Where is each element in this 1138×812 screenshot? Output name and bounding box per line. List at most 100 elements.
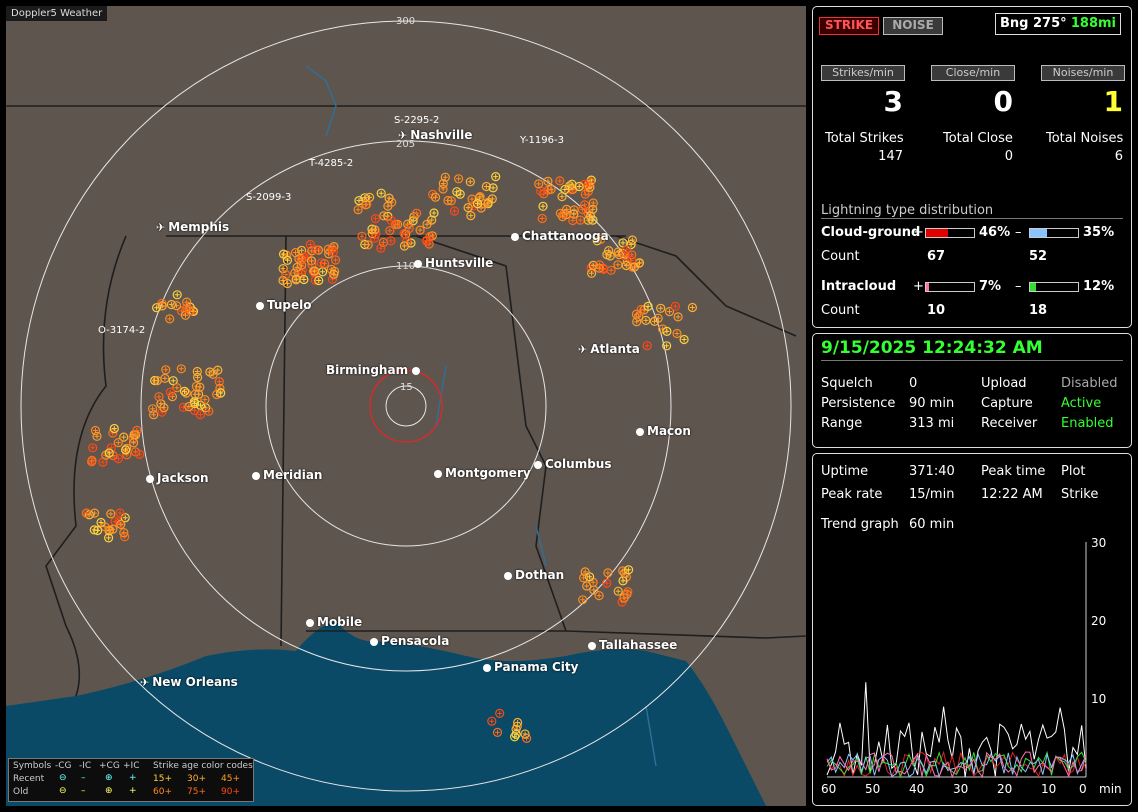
strike-marker (353, 205, 363, 215)
strike-marker-sign (307, 242, 313, 247)
strikes-per-min-button[interactable]: Strikes/min (821, 65, 905, 81)
strike-marker-sign (625, 589, 631, 595)
strike-marker (92, 525, 103, 536)
strike-marker-sign (218, 390, 224, 396)
strike-marker (623, 587, 633, 597)
strike-marker-sign (280, 266, 286, 272)
plot-type-value[interactable]: Strike (1061, 487, 1099, 502)
strike-marker-sign (570, 218, 576, 223)
strike-marker-sign (100, 459, 106, 465)
strike-marker-sign (616, 252, 622, 258)
strike-marker-sign (414, 210, 420, 216)
strike-marker-sign (637, 260, 642, 266)
strike-marker (618, 238, 628, 248)
strike-marker-sign (631, 264, 637, 270)
strike-marker-sign (98, 520, 104, 525)
strike-marker (108, 524, 118, 534)
storm-label[interactable]: Y-1196-3 (520, 135, 564, 146)
storm-label[interactable]: O-3174-2 (98, 325, 146, 336)
city-macon: Macon (636, 424, 691, 438)
strike-marker-sign (210, 371, 216, 377)
ncg-old-icon: ⊖ (59, 786, 67, 796)
strike-markers (81, 172, 698, 744)
storm-label[interactable]: S-2295-2 (394, 115, 440, 126)
strike-marker-sign (194, 369, 200, 374)
city-dot-icon (256, 302, 264, 310)
strike-marker-sign (331, 271, 337, 277)
strike-marker-sign (161, 405, 167, 411)
noise-button[interactable]: NOISE (883, 17, 943, 35)
strike-marker-sign (388, 217, 394, 223)
city-dot-icon (146, 475, 154, 483)
strike-marker-sign (330, 249, 336, 255)
strike-marker-sign (624, 247, 630, 253)
strike-marker-sign (540, 203, 546, 209)
strike-marker-sign (401, 231, 407, 236)
strike-marker-sign (538, 188, 544, 194)
strike-marker (588, 198, 598, 208)
strike-marker-sign (191, 399, 197, 405)
strike-marker-sign (615, 262, 621, 268)
strike-marker (104, 448, 114, 458)
strike-marker-sign (115, 456, 121, 462)
strike-marker (412, 208, 422, 218)
strike-button[interactable]: STRIKE (819, 17, 879, 35)
lightning-map[interactable]: Doppler5 Weather 300 (6, 6, 806, 806)
strike-marker (583, 208, 593, 218)
strike-marker-sign (388, 238, 394, 244)
strike-marker-sign (590, 262, 596, 268)
city-mobile: Mobile (306, 615, 362, 629)
strike-marker-sign (629, 237, 635, 243)
strike-marker-sign (604, 580, 610, 586)
city-dothan: Dothan (504, 568, 564, 582)
strike-marker-sign (393, 222, 399, 228)
strike-marker (537, 213, 547, 224)
strike-marker-sign (192, 408, 198, 413)
strike-marker (154, 392, 164, 402)
strike-marker (463, 203, 473, 213)
storm-label[interactable]: S-2099-3 (246, 192, 292, 203)
ncg-recent-icon: ⊖ (59, 773, 67, 783)
strike-marker-sign (356, 198, 362, 204)
trend-panel: Uptime 371:40 Peak time Plot Peak rate 1… (812, 453, 1132, 806)
strike-marker (643, 301, 653, 311)
strike-marker (621, 245, 632, 255)
strike-marker (192, 366, 202, 377)
upload-status: Disabled (1061, 376, 1118, 391)
strike-marker-sign (117, 510, 123, 516)
strike-marker (585, 177, 595, 187)
strike-marker-sign (456, 176, 462, 182)
city-birmingham: Birmingham (326, 363, 423, 377)
strike-marker (399, 241, 409, 251)
strike-marker-sign (156, 394, 162, 400)
strike-marker-sign (621, 595, 627, 601)
strike-marker (165, 387, 175, 397)
strike-marker-sign (689, 305, 695, 310)
strike-marker-sign (512, 734, 518, 740)
strike-marker-sign (174, 385, 180, 391)
strike-marker (208, 369, 218, 379)
city-dot-icon (252, 472, 260, 480)
strike-marker-sign (197, 412, 203, 418)
city-pensacola: Pensacola (370, 634, 449, 648)
strike-marker-sign (381, 213, 387, 219)
close-per-min-button[interactable]: Close/min (931, 65, 1015, 81)
strike-marker (578, 573, 589, 583)
noises-per-min-button[interactable]: Noises/min (1041, 65, 1125, 81)
city-new-orleans: ✈ New Orleans (140, 675, 238, 689)
city-nashville: ✈ Nashville (398, 128, 473, 142)
storm-label[interactable]: T-4285-2 (309, 158, 354, 169)
strike-marker (385, 226, 395, 236)
range-label-15: 15 (400, 382, 413, 393)
strike-marker-sign (299, 257, 304, 263)
y-tick-20: 20 (1091, 614, 1107, 628)
strike-marker (195, 382, 205, 392)
strike-marker-sign (293, 250, 298, 256)
strike-marker (311, 245, 321, 255)
strike-marker (176, 364, 186, 374)
strike-marker-sign (159, 303, 165, 309)
strike-marker-sign (94, 433, 100, 439)
strike-marker-sign (372, 227, 378, 233)
y-tick-10: 10 (1091, 692, 1107, 706)
strike-marker-sign (675, 314, 681, 320)
